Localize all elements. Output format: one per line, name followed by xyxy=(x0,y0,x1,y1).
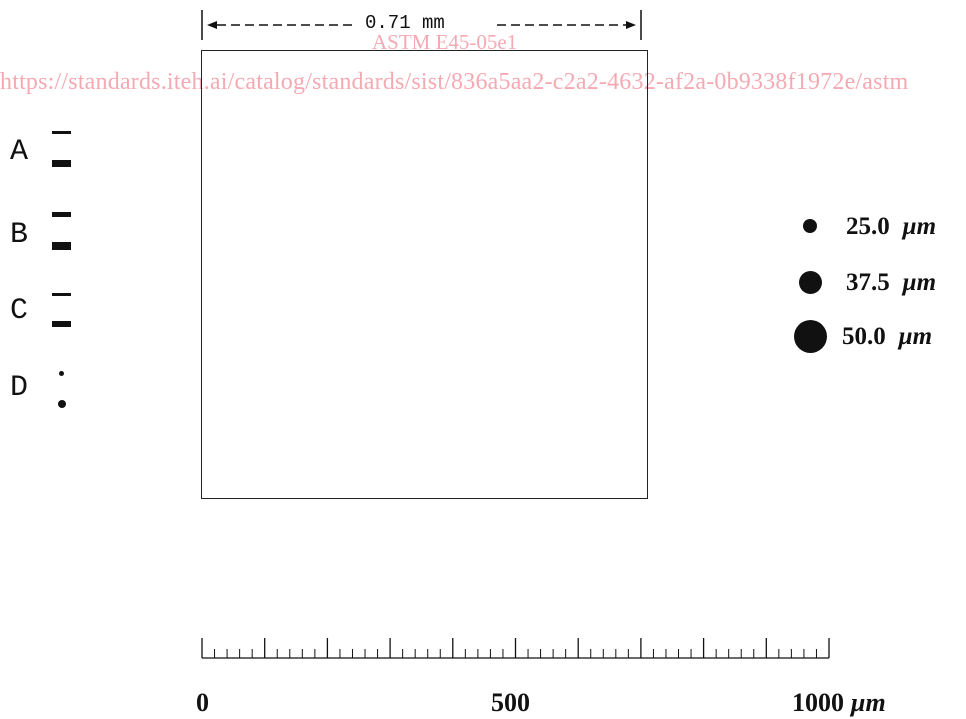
legend-unit-small: µm xyxy=(902,213,937,240)
dimension-left-arrowhead xyxy=(207,21,217,29)
legend-dot-medium xyxy=(799,271,822,294)
type-c-heavy-bar xyxy=(52,321,71,327)
dimension-label: 0.71 mm xyxy=(365,12,445,34)
watermark-catalog-url: https://standards.iteh.ai/catalog/standa… xyxy=(0,69,909,95)
scale-label-1000: 1000 µm xyxy=(792,688,886,718)
legend-unit-large: µm xyxy=(898,323,933,350)
scale-label-0: 0 xyxy=(196,688,209,717)
type-c-thin-bar xyxy=(52,293,71,296)
legend-item-small: 25.0 µm xyxy=(846,213,936,241)
legend-dot-large xyxy=(794,320,827,353)
inclusion-type-label-d: D xyxy=(10,371,29,405)
type-a-heavy-bar xyxy=(52,160,71,167)
legend-unit-medium: µm xyxy=(902,269,937,296)
legend-value-large: 50.0 xyxy=(842,323,886,350)
scale-label-500: 500 xyxy=(491,688,530,717)
scale-label-1000-value: 1000 xyxy=(792,688,844,717)
legend-dot-small xyxy=(803,219,817,233)
dimension-arrow xyxy=(201,10,642,40)
inclusion-type-label-a: A xyxy=(10,135,29,169)
type-d-thin-dot xyxy=(59,371,64,376)
type-b-heavy-bar xyxy=(52,242,71,250)
type-b-thin-bar xyxy=(52,212,71,217)
type-d-heavy-dot xyxy=(58,400,66,408)
legend-value-medium: 37.5 xyxy=(846,269,890,296)
dimension-right-arrowhead xyxy=(626,21,636,29)
type-a-thin-bar xyxy=(52,131,71,134)
legend-item-medium: 37.5 µm xyxy=(846,269,936,297)
inclusion-type-label-b: B xyxy=(10,218,29,252)
legend-value-small: 25.0 xyxy=(846,213,890,240)
field-of-view-square xyxy=(201,50,648,499)
inclusion-type-label-c: C xyxy=(10,294,29,328)
scale-bar xyxy=(201,638,830,659)
scale-unit: µm xyxy=(850,688,886,717)
legend-item-large: 50.0 µm xyxy=(842,323,932,351)
